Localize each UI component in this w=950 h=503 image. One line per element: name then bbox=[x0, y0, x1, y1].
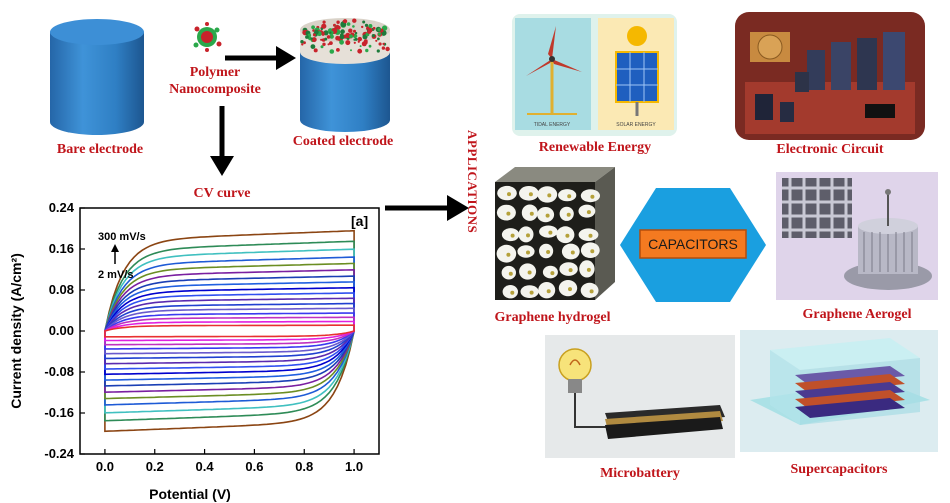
cv-series-line bbox=[104, 302, 355, 360]
cv-curve-label: CV curve bbox=[193, 186, 251, 201]
renewable-tag-solar: SOLAR ENERGY bbox=[616, 122, 656, 128]
y-tick-label: -0.08 bbox=[44, 364, 74, 379]
graphene-aerogel-label: Graphene Aerogel bbox=[802, 307, 912, 322]
microbattery-image bbox=[545, 335, 735, 458]
y-tick-label: -0.16 bbox=[44, 405, 74, 420]
battery-stack-icon bbox=[605, 405, 725, 439]
y-tick-label: 0.16 bbox=[49, 241, 74, 256]
polymer-nanocomposite-label: Polymer Nanocomposite bbox=[160, 64, 270, 98]
chart-panel-label: [a] bbox=[351, 213, 368, 229]
capacitors-hexagon bbox=[620, 188, 766, 302]
rate-arrow-icon bbox=[111, 244, 119, 264]
microbattery-label: Microbattery bbox=[600, 466, 680, 481]
capacitor-components-icon bbox=[750, 32, 905, 122]
light-bulb-icon bbox=[558, 348, 592, 393]
graphene-pores bbox=[496, 185, 600, 299]
annotation-high-rate: 300 mV/s bbox=[98, 231, 146, 243]
graphene-hydrogel-image bbox=[495, 167, 615, 300]
graphene-aerogel-image bbox=[776, 172, 938, 300]
wind-turbine-icon bbox=[526, 26, 582, 115]
nanoparticle-icon bbox=[193, 22, 222, 52]
y-tick-label: 0.08 bbox=[49, 282, 74, 297]
applications-vertical-label: APPLICATIONS bbox=[465, 130, 480, 234]
renewable-energy-image: TIDAL ENERGY SOLAR ENERGY bbox=[512, 14, 677, 136]
y-tick-label: -0.24 bbox=[44, 446, 74, 461]
electrode-layers-icon bbox=[795, 366, 905, 418]
cv-series-line bbox=[104, 248, 355, 414]
y-tick-label: 0.24 bbox=[49, 200, 75, 215]
electrode-process-diagram bbox=[50, 18, 390, 176]
coated-electrode-cylinder bbox=[300, 18, 390, 132]
graphene-hydrogel-label: Graphene hydrogel bbox=[494, 310, 611, 325]
y-tick-label: 0.00 bbox=[49, 323, 74, 338]
electronic-circuit-label: Electronic Circuit bbox=[776, 142, 884, 157]
renewable-tag-wind: TIDAL ENERGY bbox=[534, 122, 571, 128]
cv-series-line bbox=[104, 307, 355, 355]
cv-series-line bbox=[104, 324, 355, 338]
x-tick-label: 0.0 bbox=[96, 459, 114, 474]
aerogel-mesh-icon bbox=[782, 178, 852, 238]
x-tick-label: 0.8 bbox=[295, 459, 313, 474]
arrow-to-applications-icon bbox=[385, 195, 469, 221]
polymer-label-line1: Polymer bbox=[189, 65, 241, 80]
x-tick-label: 0.4 bbox=[196, 459, 215, 474]
bare-electrode-label: Bare electrode bbox=[56, 142, 144, 157]
aerogel-disc-icon bbox=[844, 189, 932, 290]
solar-panel-icon bbox=[615, 26, 659, 116]
coated-electrode-label: Coated electrode bbox=[292, 134, 394, 149]
x-tick-label: 0.2 bbox=[146, 459, 164, 474]
x-tick-label: 1.0 bbox=[345, 459, 363, 474]
arrow-down-icon bbox=[210, 106, 234, 176]
arrow-right-icon bbox=[225, 46, 296, 70]
x-tick-label: 0.6 bbox=[245, 459, 263, 474]
chart-x-axis-label: Potential (V) bbox=[149, 486, 231, 502]
annotation-low-rate: 2 mV/s bbox=[98, 269, 133, 281]
bare-electrode-cylinder bbox=[50, 19, 144, 135]
renewable-energy-label: Renewable Energy bbox=[538, 140, 652, 155]
cv-curve-chart: 0.0 0.2 0.4 0.6 0.8 1.0 0.24 0.16 0.08 0.00 -0.08 -… bbox=[8, 200, 380, 502]
capacitors-label: CAPACITORS bbox=[648, 236, 738, 252]
cv-series-line bbox=[104, 275, 355, 387]
chart-y-axis-label: Current density (A/cm²) bbox=[8, 253, 24, 409]
polymer-label-line2: Nanocomposite bbox=[169, 82, 261, 97]
cv-series-line bbox=[104, 240, 355, 422]
cv-series-line bbox=[104, 320, 355, 342]
supercapacitors-image bbox=[740, 330, 938, 452]
supercapacitors-label: Supercapacitors bbox=[790, 462, 888, 477]
electronic-circuit-image bbox=[735, 12, 925, 140]
